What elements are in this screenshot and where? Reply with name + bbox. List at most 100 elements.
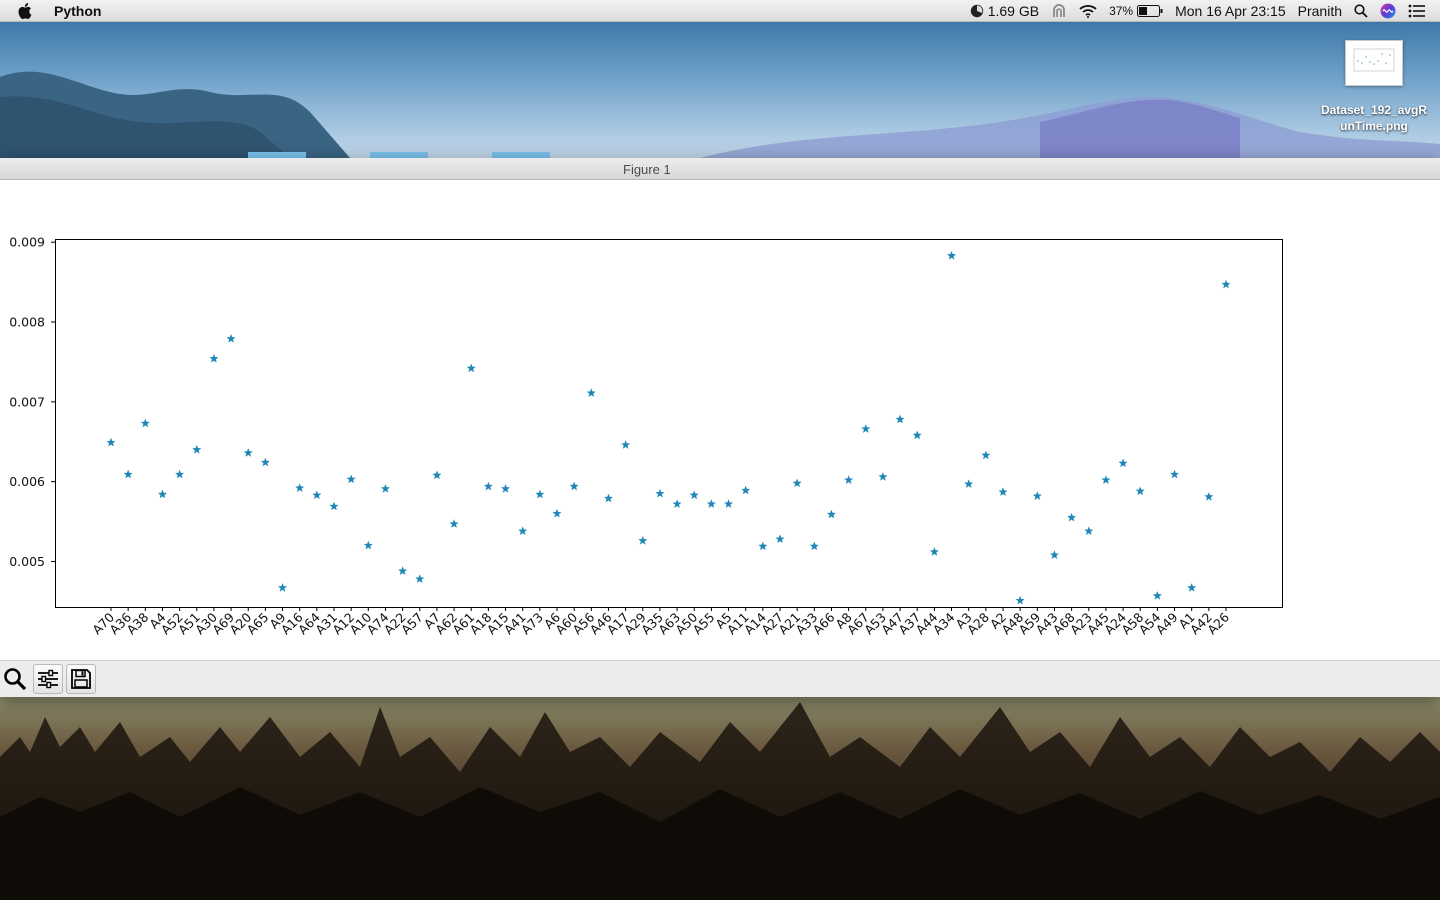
data-point-star — [826, 509, 837, 519]
data-point-star — [1152, 590, 1163, 600]
data-point-star — [363, 540, 373, 550]
figure-window: Figure 1 0.005 0.006 0.007 0.008 0.009 A70 A36… — [0, 158, 1440, 697]
data-point-star — [1066, 512, 1077, 522]
data-point-star — [415, 574, 425, 584]
data-point-star — [295, 483, 305, 493]
battery-icon — [1137, 4, 1163, 17]
data-point-star — [226, 333, 236, 343]
scatter-plot: 0.0050.0060.0070.0080.009A70A36A38A4A52A… — [9, 235, 1283, 637]
data-point-star — [638, 535, 648, 545]
data-point-star — [998, 487, 1008, 496]
data-point-star — [1101, 475, 1111, 485]
data-point-star — [397, 566, 408, 576]
configure-subplots-icon[interactable] — [33, 664, 63, 694]
data-point-star — [689, 490, 699, 500]
data-point-star — [243, 448, 253, 457]
data-point-star — [518, 526, 528, 536]
data-point-star — [723, 499, 734, 508]
zoom-icon[interactable] — [0, 664, 30, 694]
data-point-star — [946, 250, 957, 260]
data-point-star — [603, 493, 614, 503]
y-tick-label: 0.006 — [9, 474, 45, 489]
data-point-star — [346, 474, 356, 484]
data-point-star — [174, 469, 185, 479]
data-point-star — [1118, 458, 1128, 468]
data-point-star — [586, 388, 596, 398]
data-point-star — [929, 547, 940, 556]
data-point-star — [655, 488, 665, 498]
data-point-star — [1032, 491, 1042, 500]
y-tick-label: 0.007 — [9, 394, 45, 409]
data-point-star — [277, 582, 288, 592]
data-point-star — [380, 483, 391, 493]
data-point-star — [449, 519, 459, 528]
data-point-star — [620, 440, 631, 449]
data-point-star — [106, 437, 116, 447]
data-point-star — [792, 478, 802, 488]
data-point-star — [312, 490, 322, 500]
data-point-star — [1049, 550, 1060, 560]
data-point-star — [861, 424, 871, 433]
wifi-icon[interactable] — [1079, 4, 1097, 18]
data-point-star — [1135, 486, 1145, 496]
data-point-star — [878, 472, 888, 481]
data-point-star — [552, 508, 562, 518]
user-menu[interactable]: Pranith — [1297, 2, 1342, 19]
data-point-star — [741, 485, 751, 495]
memory-status[interactable]: 1.69 GB — [970, 3, 1039, 19]
data-point-star — [981, 450, 991, 460]
siri-icon[interactable] — [1380, 3, 1396, 19]
memory-gauge-icon — [970, 4, 984, 18]
data-point-star — [843, 475, 854, 485]
save-figure-icon[interactable] — [66, 664, 96, 694]
notification-center-icon[interactable] — [1408, 4, 1426, 18]
image-thumbnail-icon — [1345, 40, 1403, 86]
window-title: Figure 1 — [623, 162, 671, 177]
app-menu-python[interactable]: Python — [54, 2, 102, 19]
data-point-star — [809, 541, 819, 551]
battery-status[interactable]: 37% — [1109, 4, 1163, 18]
data-point-star — [140, 418, 150, 428]
data-point-star — [1084, 526, 1094, 536]
data-point-star — [895, 414, 905, 424]
y-tick-label: 0.005 — [9, 554, 45, 569]
spotlight-search-icon[interactable] — [1354, 3, 1368, 18]
y-tick-label: 0.009 — [9, 235, 45, 250]
data-point-star — [1169, 469, 1180, 479]
data-point-star — [535, 489, 545, 499]
desktop-file-name: Dataset_192_avgRunTime.png — [1320, 103, 1428, 133]
data-point-star — [432, 470, 442, 480]
data-point-star — [1015, 595, 1025, 605]
data-point-star — [569, 481, 579, 491]
data-point-star — [1187, 582, 1197, 592]
apple-icon[interactable] — [18, 2, 38, 19]
data-point-star — [706, 499, 717, 508]
data-point-star — [123, 469, 133, 479]
data-point-star — [192, 444, 202, 454]
desktop-wallpaper-bottom — [0, 697, 1440, 900]
figure-toolbar — [0, 660, 1440, 697]
data-point-star — [1204, 491, 1214, 501]
data-point-star — [329, 501, 339, 511]
figure-canvas[interactable]: 0.005 0.006 0.007 0.008 0.009 A70 A36 A38 A4 A52 A… — [0, 180, 1440, 660]
data-point-star — [912, 430, 922, 440]
data-point-star — [260, 457, 271, 467]
memory-value: 1.69 GB — [987, 2, 1040, 19]
y-tick-label: 0.008 — [9, 315, 45, 330]
data-point-star — [964, 479, 974, 489]
axes-frame — [55, 239, 1283, 608]
clock[interactable]: Mon 16 Apr 23:15 — [1175, 2, 1286, 19]
data-point-star — [1221, 279, 1231, 289]
data-point-star — [466, 363, 476, 373]
data-point-star — [483, 481, 494, 491]
data-point-star — [758, 541, 768, 551]
window-titlebar[interactable]: Figure 1 — [0, 158, 1440, 180]
airplay-icon[interactable] — [1051, 3, 1067, 19]
data-point-star — [209, 353, 219, 363]
desktop-wallpaper-top — [0, 22, 1440, 158]
menu-bar: Python 1.69 GB 37% Mon 16 Apr 23:15 Pran… — [0, 0, 1440, 22]
data-point-star — [157, 489, 168, 499]
desktop-file-icon[interactable]: Dataset_192_avgRunTime.png — [1318, 38, 1430, 134]
data-point-star — [775, 534, 785, 544]
data-point-star — [672, 499, 682, 508]
